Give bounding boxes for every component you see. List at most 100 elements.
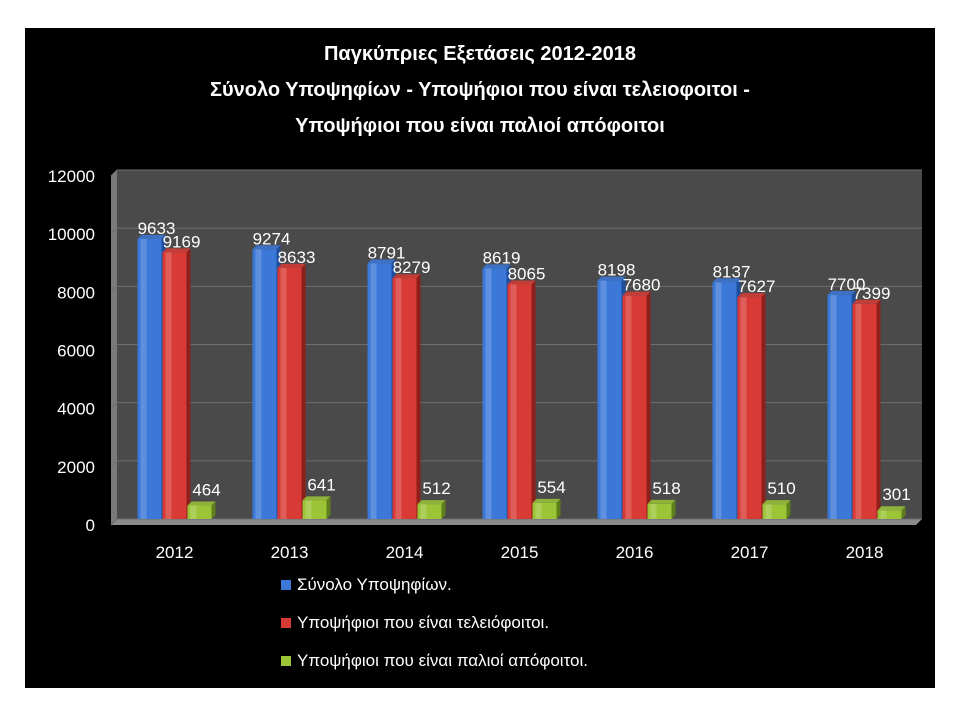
- legend-label: Υποψήφιοι που είναι τελειόφοιτοι.: [297, 613, 549, 632]
- bar-highlight: [715, 282, 722, 519]
- legend-label: Σύνολο Υποψηφίων.: [297, 575, 452, 594]
- bar: [532, 502, 557, 519]
- bar-highlight: [370, 263, 377, 519]
- y-tick-label: 0: [86, 516, 95, 535]
- bar-side: [416, 274, 421, 519]
- data-label: 7399: [853, 284, 891, 303]
- bar-side: [876, 299, 881, 519]
- bar: [507, 284, 532, 519]
- y-tick-label: 6000: [57, 342, 95, 361]
- bar: [597, 280, 622, 519]
- y-tick-label: 8000: [57, 283, 95, 302]
- bar-highlight: [420, 504, 427, 519]
- data-label: 641: [307, 475, 335, 494]
- chart-title-line-3: Υποψήφιοι που είναι παλιοί απόφοιτοι: [295, 115, 665, 137]
- bar-top: [252, 245, 281, 250]
- gridline-diag: [110, 518, 118, 526]
- data-label: 554: [537, 478, 565, 497]
- legend-swatch: [281, 618, 291, 628]
- slide-background: Παγκύπριες Εξετάσεις 2012-2018 Σύνολο Υπ…: [25, 28, 935, 688]
- data-label: 464: [192, 481, 220, 500]
- gridline-diag: [110, 402, 118, 410]
- bar-top: [762, 500, 791, 505]
- y-tick-label: 2000: [57, 458, 95, 477]
- bar-top: [647, 499, 676, 504]
- x-category-label: 2015: [501, 543, 539, 562]
- data-label: 8137: [713, 262, 751, 281]
- x-category-label: 2012: [156, 543, 194, 562]
- legend: Σύνολο Υποψηφίων. Υποψήφιοι που είναι τελ…: [281, 575, 588, 670]
- data-label: 8791: [368, 243, 406, 262]
- chart-title-line-1: Παγκύπριες Εξετάσεις 2012-2018: [324, 43, 636, 65]
- bar-highlight: [600, 280, 607, 519]
- bar: [762, 504, 787, 519]
- bar-highlight: [880, 510, 887, 519]
- bar-side: [531, 280, 536, 519]
- y-tick-label: 4000: [57, 400, 95, 419]
- legend-label: Υποψήφιοι που είναι παλιοί απόφοιτοι.: [297, 651, 588, 670]
- bar: [277, 267, 302, 519]
- bar-top: [392, 274, 421, 279]
- gridline-diag: [110, 285, 118, 293]
- bar-top: [852, 299, 881, 304]
- data-label: 9169: [163, 232, 201, 251]
- bar-top: [597, 276, 626, 281]
- data-label: 8279: [393, 258, 431, 277]
- bar-side: [671, 499, 676, 519]
- bar: [482, 268, 507, 519]
- gridline-diag: [110, 460, 118, 468]
- bar-highlight: [395, 278, 402, 519]
- bar: [392, 278, 417, 519]
- bar-top: [737, 293, 766, 298]
- x-category-label: 2014: [386, 543, 424, 562]
- data-label: 518: [652, 479, 680, 498]
- bar: [137, 238, 162, 519]
- bar-chart: Παγκύπριες Εξετάσεις 2012-2018 Σύνολο Υπ…: [48, 43, 922, 670]
- bar-highlight: [190, 505, 197, 519]
- bar-top: [302, 496, 331, 501]
- bar: [622, 295, 647, 519]
- bar-top: [482, 264, 511, 269]
- bar-side: [301, 263, 306, 519]
- y-tick-label: 10000: [48, 225, 95, 244]
- bar-top: [827, 291, 856, 296]
- bar: [302, 500, 327, 519]
- data-label: 301: [882, 485, 910, 504]
- bar-top: [877, 506, 906, 511]
- x-category-label: 2016: [616, 543, 654, 562]
- bar: [367, 263, 392, 519]
- plot-floor: [111, 519, 922, 525]
- legend-swatch: [281, 580, 291, 590]
- data-label: 512: [422, 479, 450, 498]
- bar-highlight: [740, 297, 747, 519]
- bar-side: [211, 501, 216, 519]
- bar-highlight: [280, 267, 287, 519]
- data-label: 510: [767, 479, 795, 498]
- gridline-diag: [110, 344, 118, 351]
- bar-top: [507, 280, 536, 285]
- gridline-diag: [110, 169, 118, 177]
- bar-highlight: [830, 295, 837, 519]
- bar-top: [277, 263, 306, 268]
- data-label: 9274: [253, 229, 291, 248]
- bar-highlight: [650, 503, 657, 519]
- bar-side: [901, 506, 906, 519]
- bar-highlight: [855, 303, 862, 519]
- bar-highlight: [510, 284, 517, 519]
- bar-top: [622, 291, 651, 296]
- x-category-label: 2013: [271, 543, 309, 562]
- x-category-label: 2018: [846, 543, 884, 562]
- bar: [417, 504, 442, 519]
- gridline-diag: [110, 227, 118, 235]
- bar-top: [712, 278, 741, 283]
- y-tick-label: 12000: [48, 167, 95, 186]
- bar-side: [441, 500, 446, 519]
- bars: [137, 234, 906, 520]
- bar: [737, 297, 762, 519]
- bar-highlight: [255, 249, 262, 519]
- data-label: 8633: [278, 248, 316, 267]
- bar-top: [162, 248, 191, 253]
- bar-side: [646, 291, 651, 519]
- bar: [712, 282, 737, 519]
